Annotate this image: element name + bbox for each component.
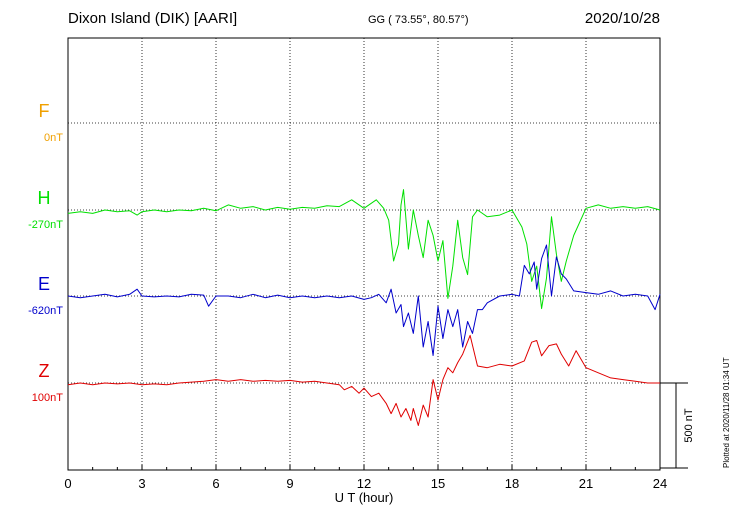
station-coordinates: GG ( 73.55°, 80.57°)	[368, 14, 469, 26]
x-tick-label: 12	[357, 476, 371, 491]
series-baseline-h: -270nT	[28, 219, 63, 231]
x-tick-label: 0	[64, 476, 71, 491]
x-tick-label: 3	[138, 476, 145, 491]
plotted-timestamp: Plotted at 2020/11/28 01:34 UT	[722, 357, 730, 468]
series-name-f: F	[39, 101, 50, 121]
series-name-h: H	[38, 188, 51, 208]
x-tick-label: 9	[286, 476, 293, 491]
series-baseline-f: 0nT	[44, 132, 63, 144]
x-tick-label: 18	[505, 476, 519, 491]
scale-bar-label: 500 nT	[683, 408, 695, 443]
x-axis-label: U T (hour)	[335, 490, 394, 505]
x-tick-label: 24	[653, 476, 667, 491]
date-label: 2020/10/28	[584, 10, 660, 27]
x-tick-label: 15	[431, 476, 445, 491]
x-tick-label: 21	[579, 476, 593, 491]
series-line-h	[67, 189, 661, 310]
series-baseline-e: -620nT	[28, 305, 63, 317]
station-title: Dixon Island (DIK) [AARI]	[68, 10, 238, 27]
series-name-e: E	[38, 274, 50, 294]
x-tick-label: 6	[212, 476, 219, 491]
series-line-e	[67, 244, 661, 356]
series-baseline-z: 100nT	[32, 392, 63, 404]
series-name-z: Z	[39, 361, 50, 381]
series-line-z	[67, 334, 660, 426]
